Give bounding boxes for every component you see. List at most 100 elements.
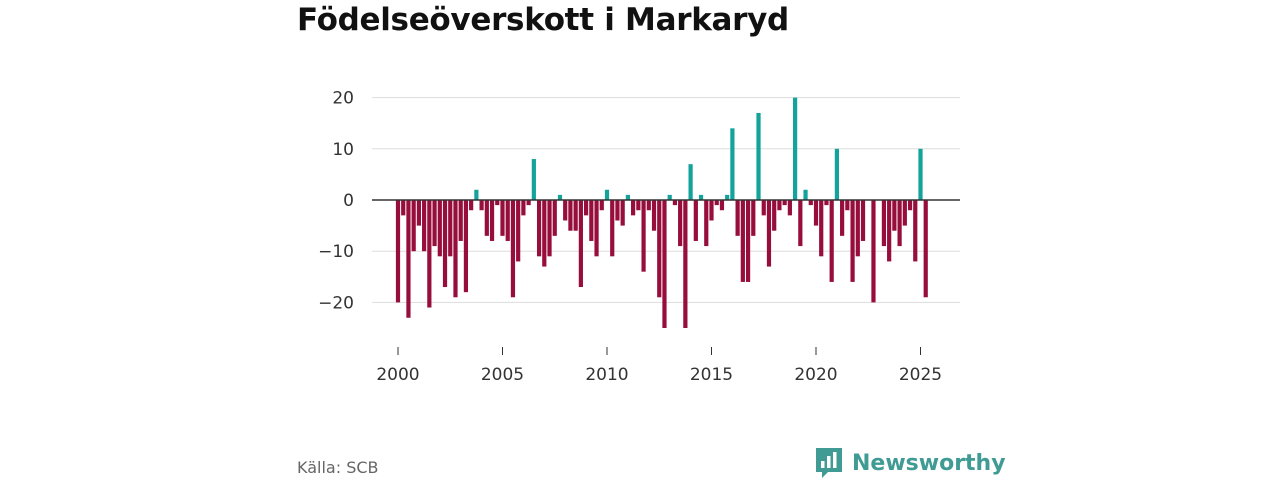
bar xyxy=(563,200,568,221)
bar xyxy=(704,200,709,247)
bar xyxy=(568,200,573,231)
bar xyxy=(887,200,892,262)
bar xyxy=(479,200,484,211)
bar xyxy=(777,200,782,211)
bar xyxy=(484,200,489,236)
chart-title: Födelseöverskott i Markaryd xyxy=(297,2,789,38)
bar xyxy=(437,200,442,257)
bar xyxy=(427,200,432,308)
bar xyxy=(678,200,683,247)
bar xyxy=(395,200,401,303)
bar xyxy=(740,200,745,282)
bar xyxy=(495,200,500,206)
bar xyxy=(589,200,594,241)
bar xyxy=(432,200,437,247)
bar xyxy=(735,200,740,236)
bar xyxy=(646,200,651,211)
x-tick-label: 2005 xyxy=(481,365,524,385)
bar xyxy=(902,200,907,226)
bar xyxy=(834,148,839,200)
bar xyxy=(521,200,526,216)
bar xyxy=(714,200,719,206)
x-tick-label: 2010 xyxy=(585,365,628,385)
bar xyxy=(824,200,829,206)
bar xyxy=(756,112,761,200)
bar xyxy=(782,200,787,206)
y-tick-label: −10 xyxy=(318,242,354,262)
y-tick-label: 20 xyxy=(332,89,354,109)
x-tick-label: 2025 xyxy=(899,365,942,385)
bar xyxy=(552,200,557,236)
bar xyxy=(730,128,735,200)
bar xyxy=(693,200,698,241)
bar xyxy=(505,200,510,241)
bar xyxy=(651,200,657,231)
bar xyxy=(813,200,819,226)
bar xyxy=(547,200,552,257)
bar xyxy=(845,200,850,211)
bar xyxy=(536,200,542,257)
bar xyxy=(881,200,887,247)
bar xyxy=(401,200,406,216)
bar xyxy=(422,200,427,252)
bar xyxy=(557,194,563,200)
bar xyxy=(594,200,599,257)
bar xyxy=(474,189,479,200)
bar xyxy=(526,200,531,206)
bar xyxy=(662,200,667,328)
bar xyxy=(897,200,902,247)
bar xyxy=(610,200,615,257)
bar xyxy=(453,200,458,298)
bar xyxy=(793,97,798,200)
bar xyxy=(808,200,813,206)
newsworthy-logo-icon xyxy=(816,448,842,478)
bar xyxy=(840,200,845,236)
x-tick-label: 2000 xyxy=(376,365,419,385)
y-tick-label: 0 xyxy=(343,191,354,211)
bar xyxy=(411,200,416,252)
bar xyxy=(850,200,855,282)
bar xyxy=(657,200,662,298)
bar xyxy=(620,200,625,226)
brand-logo[interactable]: Newsworthy xyxy=(814,446,1006,480)
bar xyxy=(584,200,589,216)
bar xyxy=(463,200,469,293)
bar xyxy=(819,200,824,257)
bar xyxy=(599,200,604,211)
bar xyxy=(604,189,610,200)
bar xyxy=(855,200,860,257)
bar xyxy=(578,200,583,288)
bar xyxy=(625,194,630,200)
bar xyxy=(761,200,766,216)
bar xyxy=(892,200,897,231)
y-tick-label: 10 xyxy=(332,140,354,160)
source-note: Källa: SCB xyxy=(297,458,379,477)
bar xyxy=(442,200,448,288)
bar xyxy=(688,164,693,200)
bar xyxy=(573,200,578,231)
bar xyxy=(907,200,913,211)
bar xyxy=(829,200,834,282)
bar xyxy=(641,200,646,272)
bar xyxy=(542,200,547,267)
bar xyxy=(787,200,792,216)
bar xyxy=(672,200,678,206)
bar xyxy=(531,159,536,200)
y-axis-ticks: 20 10 0 −10 −20 xyxy=(318,89,354,314)
bar xyxy=(709,200,714,221)
bar xyxy=(745,200,751,282)
x-tick-label: 2020 xyxy=(794,365,837,385)
bar xyxy=(406,200,411,318)
bar xyxy=(871,200,876,303)
bar xyxy=(798,200,803,247)
bars xyxy=(395,97,928,328)
bar xyxy=(516,200,521,262)
bar xyxy=(913,200,918,262)
bar xyxy=(719,200,725,211)
bar xyxy=(448,200,453,257)
bar xyxy=(636,200,641,211)
bar xyxy=(631,200,636,216)
bar xyxy=(683,200,688,328)
x-tick-label: 2015 xyxy=(690,365,733,385)
